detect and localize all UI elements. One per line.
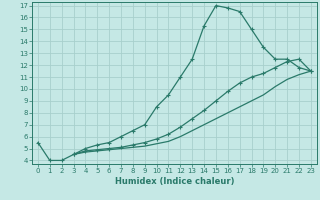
X-axis label: Humidex (Indice chaleur): Humidex (Indice chaleur) [115,177,234,186]
